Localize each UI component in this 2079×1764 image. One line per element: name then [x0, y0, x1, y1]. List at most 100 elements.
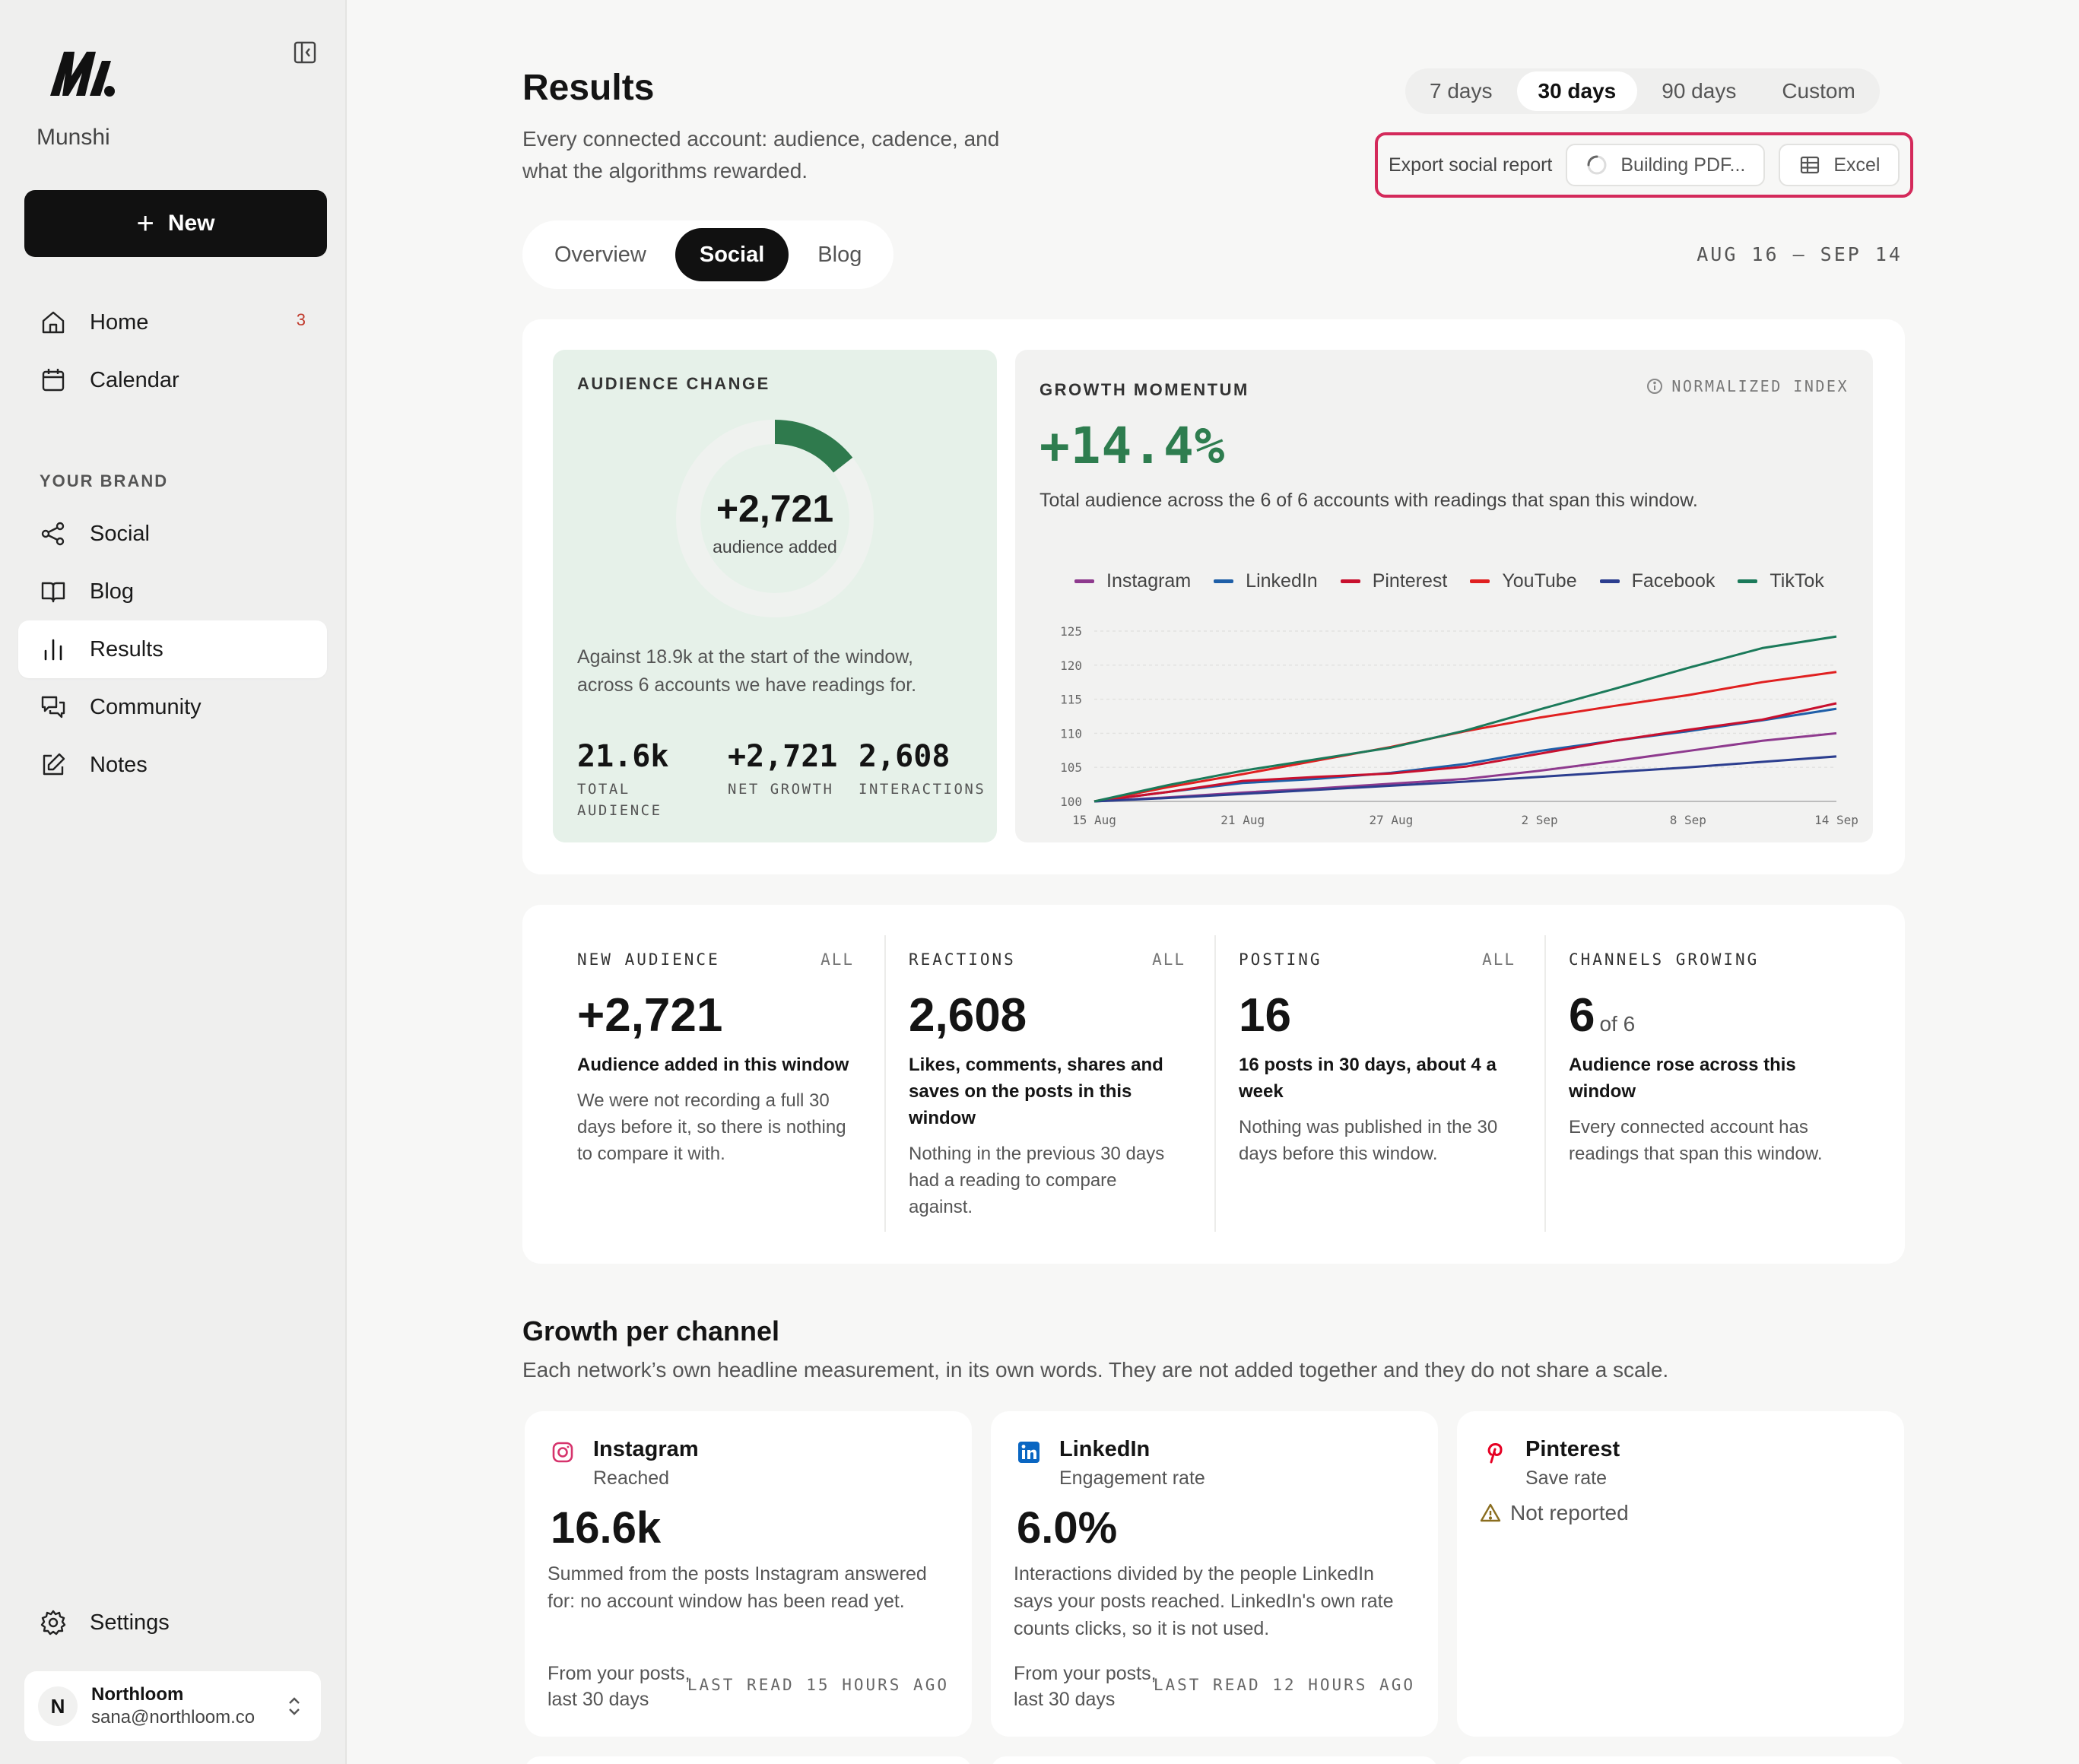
legend-label: Pinterest	[1372, 570, 1448, 592]
x-tick-label: 27 Aug	[1370, 813, 1414, 827]
legend-item-linkedin[interactable]: LinkedIn	[1214, 570, 1318, 592]
stat-label: TOTAL AUDIENCE	[577, 781, 662, 819]
kpi-panel: NEW AUDIENCE ALL +2,721 Audience added in…	[522, 905, 1905, 1264]
kpi-value-number: 6	[1569, 989, 1595, 1042]
collapse-sidebar-icon[interactable]	[292, 40, 318, 65]
tab-blog[interactable]: Blog	[817, 243, 862, 267]
legend-label: Instagram	[1106, 570, 1192, 592]
range-7-days[interactable]: 7 days	[1430, 79, 1493, 103]
x-tick-label: 15 Aug	[1072, 813, 1116, 827]
chart-legend: Instagram LinkedIn Pinterest YouTube Faceboo…	[1074, 570, 1824, 592]
tab-overview[interactable]: Overview	[554, 243, 646, 267]
x-tick-label: 14 Sep	[1814, 813, 1858, 827]
donut-progress-arc	[676, 420, 874, 617]
channel-footer: From your posts, last 30 days	[1014, 1663, 1157, 1710]
range-90-days[interactable]: 90 days	[1662, 79, 1737, 103]
channel-card-instagram[interactable]: Instagram Reached 16.6k Summed from the …	[525, 1411, 972, 1737]
sidebar-item-home[interactable]: Home 3	[18, 293, 327, 351]
kpi-title: Audience added in this window	[577, 1055, 849, 1075]
kpi-label: CHANNELS GROWING	[1569, 950, 1760, 969]
export-pdf-button[interactable]: Building PDF...	[1566, 144, 1766, 186]
range-custom[interactable]: Custom	[1782, 79, 1855, 103]
momentum-description: Total audience across the 6 of 6 account…	[1040, 490, 1698, 511]
sidebar: Munshi + New Home 3 Calendar YOUR BRAND …	[0, 0, 347, 1764]
export-pdf-label: Building PDF...	[1620, 154, 1746, 176]
sidebar-item-notes[interactable]: Notes	[18, 736, 327, 794]
stat-value: 2,608	[859, 739, 951, 774]
warning-icon	[1480, 1503, 1501, 1522]
sidebar-item-label: Home	[90, 309, 149, 335]
edit-icon	[43, 753, 65, 776]
legend-item-youtube[interactable]: YouTube	[1470, 570, 1577, 592]
pinterest-icon	[1487, 1442, 1503, 1464]
account-switcher[interactable]: N Northloom sana@northloom.co	[24, 1671, 321, 1741]
range-30-days[interactable]: 30 days	[1516, 71, 1638, 111]
growth-momentum-card: GROWTH MOMENTUM NORMALIZED INDEX +14.4% …	[1015, 350, 1873, 842]
channel-card	[525, 1756, 972, 1764]
stat-label: NET GROWTH	[728, 781, 834, 798]
stat-value: +2,721	[728, 739, 838, 774]
share-icon	[41, 522, 65, 546]
x-tick-label: 21 Aug	[1220, 813, 1265, 827]
export-excel-button[interactable]: Excel	[1779, 144, 1900, 186]
section-subtitle: Each network’s own headline measurement,…	[522, 1358, 1669, 1382]
kpi-value: +2,721	[577, 989, 723, 1042]
export-label: Export social report	[1389, 154, 1553, 176]
new-button[interactable]: + New	[24, 190, 327, 257]
legend-item-facebook[interactable]: Facebook	[1599, 570, 1715, 592]
view-tabs: Overview Social Blog	[522, 220, 894, 289]
tab-social[interactable]: Social	[674, 228, 789, 281]
normalized-index-badge: NORMALIZED INDEX	[1646, 377, 1849, 395]
kpi-title: Audience rose across this window	[1569, 1055, 1796, 1102]
gear-icon	[40, 1610, 66, 1636]
growth-line-chart: 100 105 110 115 120 125 15 Aug 21 Aug 27 Aug 2 Se…	[1060, 624, 1858, 827]
channel-name: Pinterest	[1525, 1437, 1620, 1461]
home-icon	[42, 311, 65, 334]
legend-swatch	[1599, 579, 1620, 583]
legend-label: TikTok	[1770, 570, 1824, 592]
legend-swatch	[1470, 579, 1490, 583]
momentum-value: +14.4%	[1040, 417, 1226, 475]
channel-footer: From your posts, last 30 days	[548, 1663, 690, 1710]
channel-metric: Engagement rate	[1059, 1467, 1205, 1489]
channel-card-linkedin[interactable]: LinkedIn Engagement rate 6.0% Interactio…	[991, 1411, 1438, 1737]
kpi-title: 16 posts in 30 days, about 4 a week	[1239, 1055, 1497, 1102]
sidebar-item-community[interactable]: Community	[18, 678, 327, 736]
legend-item-pinterest[interactable]: Pinterest	[1340, 570, 1448, 592]
series-line-pinterest	[1093, 702, 1837, 803]
overview-panel: AUDIENCE CHANGE +2,721 audience added Ag…	[522, 319, 1905, 874]
brand-name: Munshi	[37, 125, 110, 150]
normalized-index-label: NORMALIZED INDEX	[1671, 377, 1849, 395]
series-line-facebook	[1093, 755, 1837, 803]
legend-item-instagram[interactable]: Instagram	[1074, 570, 1191, 592]
legend-label: LinkedIn	[1246, 570, 1318, 592]
y-tick-label: 115	[1060, 693, 1082, 707]
date-range-label: AUG 16 – SEP 14	[1697, 243, 1903, 265]
sidebar-item-blog[interactable]: Blog	[18, 563, 327, 620]
y-tick-label: 110	[1060, 726, 1082, 741]
kpi-new-audience: NEW AUDIENCE ALL +2,721 Audience added in…	[577, 950, 854, 1224]
sidebar-item-results[interactable]: Results	[18, 620, 327, 678]
chat-icon	[41, 696, 65, 719]
date-range-tabs: 7 days 30 days 90 days Custom	[1405, 68, 1880, 114]
page-title: Results	[522, 68, 655, 108]
sidebar-item-settings[interactable]: Settings	[18, 1594, 327, 1651]
user-info: Northloom sana@northloom.co	[91, 1684, 255, 1728]
kpi-scope: ALL	[1152, 950, 1186, 969]
channel-card-pinterest[interactable]: Pinterest Save rate Not reported	[1457, 1411, 1904, 1737]
book-icon	[41, 582, 65, 603]
munshi-logo-icon[interactable]	[47, 46, 116, 100]
stat-net-growth: +2,721 NET GROWTH	[728, 739, 838, 800]
kpi-divider	[1214, 935, 1216, 1232]
export-excel-label: Excel	[1833, 154, 1881, 176]
user-email: sana@northloom.co	[91, 1707, 256, 1728]
legend-item-tiktok[interactable]: TikTok	[1738, 570, 1824, 592]
x-tick-label: 2 Sep	[1522, 813, 1558, 827]
sidebar-item-social[interactable]: Social	[18, 505, 327, 563]
series-line-tiktok	[1093, 635, 1837, 803]
sidebar-item-calendar[interactable]: Calendar	[18, 351, 327, 409]
channel-card	[1457, 1756, 1904, 1764]
calendar-icon	[42, 369, 65, 392]
y-tick-label: 100	[1060, 795, 1082, 809]
sidebar-item-label: Community	[90, 694, 202, 719]
